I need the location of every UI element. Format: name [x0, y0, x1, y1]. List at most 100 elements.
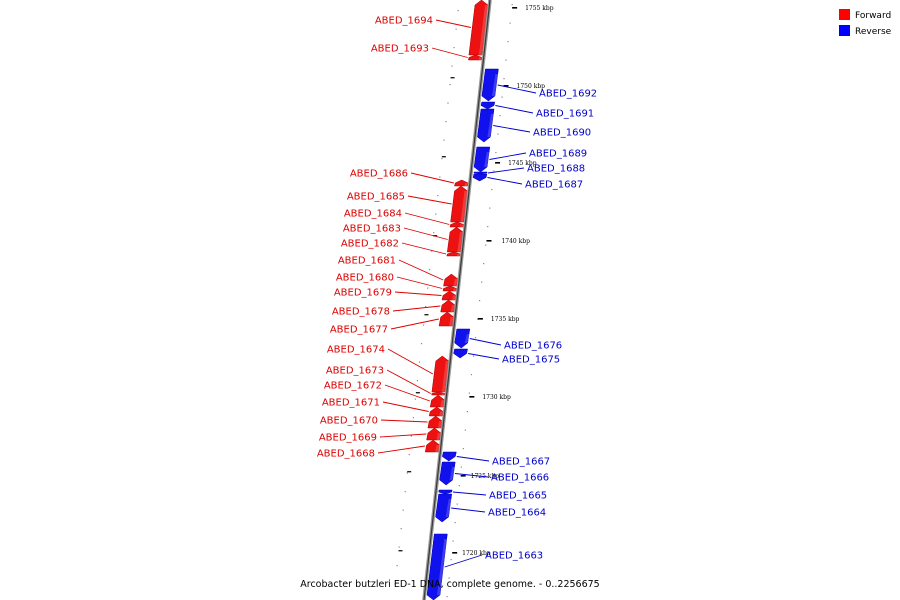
label-leader — [394, 291, 442, 296]
label-leader — [382, 401, 429, 412]
label-leader — [487, 167, 525, 174]
gene-arrow — [480, 101, 496, 110]
gene-arrow-shade — [437, 421, 443, 428]
scale-dot — [404, 491, 406, 493]
scale-dot — [408, 454, 410, 456]
gene-label: ABED_1679 — [334, 288, 392, 299]
gene-arrow-shade — [478, 5, 488, 55]
label-leader — [431, 47, 468, 58]
gene-arrow — [446, 251, 461, 257]
scale-dot — [499, 115, 501, 117]
gene-arrow-shade — [478, 57, 482, 60]
legend-forward-label: Forward — [855, 11, 891, 21]
scale-dot — [487, 226, 489, 228]
tick-mark — [503, 85, 509, 87]
gene-arrow-shade — [460, 191, 468, 222]
gene-label: ABED_1692 — [539, 89, 597, 100]
scale-dot — [433, 232, 435, 234]
gene-arrow-shade — [436, 433, 441, 440]
scale-dash — [433, 235, 438, 237]
scale-dash — [424, 314, 429, 316]
scale-dot — [489, 207, 491, 209]
legend-forward-swatch — [839, 9, 850, 20]
tick-label: 1745 kbp — [508, 160, 537, 167]
gene-label: ABED_1664 — [488, 508, 546, 519]
scale-dot — [439, 176, 441, 178]
scale-dot — [497, 133, 499, 135]
legend: Forward Reverse — [839, 9, 892, 37]
label-leader — [380, 419, 428, 423]
scale-dash — [398, 550, 403, 552]
gene-labels: ABED_1694 ABED_1693 ABED_1692 ABED_1691 ABED… — [317, 16, 597, 562]
tick-label: 1740 kbp — [501, 238, 530, 245]
gene-arrow-shade — [449, 467, 456, 480]
scale-dot — [457, 10, 459, 12]
scale-dot — [422, 324, 425, 326]
scale-dot — [455, 28, 457, 30]
label-leader — [456, 456, 490, 462]
gene-label: ABED_1665 — [489, 491, 547, 502]
label-leader — [435, 19, 472, 28]
label-leader — [392, 305, 441, 312]
scale-dash — [450, 77, 455, 79]
scale-dot — [445, 121, 447, 123]
label-leader — [487, 177, 523, 185]
scale-dot — [406, 472, 408, 474]
scale-dot — [495, 152, 497, 154]
scale-dash — [441, 156, 446, 158]
tick-label: 1720 kbp — [462, 550, 491, 557]
label-leader — [398, 259, 444, 281]
scale-dot — [454, 522, 456, 524]
scale-dot — [412, 417, 414, 419]
label-leader — [451, 507, 486, 513]
scale-dot — [451, 65, 453, 67]
scale-dot — [441, 158, 443, 160]
scale-dot — [509, 22, 511, 24]
tick-mark — [486, 240, 492, 242]
tick-label: 1755 kbp — [525, 5, 554, 12]
gene-label: ABED_1683 — [343, 224, 401, 235]
tick-mark — [460, 475, 466, 477]
scale-dot — [431, 250, 433, 252]
gene-label: ABED_1668 — [317, 449, 375, 460]
gene-label: ABED_1666 — [491, 473, 549, 484]
gene-label: ABED_1676 — [504, 341, 562, 352]
gene-arrow — [468, 54, 483, 61]
scale-dot — [464, 429, 466, 431]
gene-label: ABED_1678 — [332, 307, 390, 318]
scale-dot — [449, 84, 451, 86]
label-leader — [396, 276, 443, 289]
gene-arrow — [424, 439, 440, 453]
gene-arrow-shade — [464, 334, 470, 343]
gene-label: ABED_1669 — [319, 433, 377, 444]
scale-dot — [493, 170, 495, 172]
scale-dot — [429, 269, 431, 271]
label-leader — [444, 554, 483, 568]
gene-arrow-shade — [445, 499, 452, 517]
scale-dot — [425, 306, 427, 308]
gene-arrow-shade — [449, 317, 454, 326]
label-leader — [410, 172, 454, 184]
scale-dot — [435, 213, 437, 215]
scale-dot — [456, 503, 458, 505]
gene-arrow — [439, 461, 456, 486]
scale-dot — [483, 263, 485, 265]
genome-axis — [422, 0, 492, 600]
gene-arrow-shade — [460, 224, 464, 227]
gene-arrow — [481, 68, 499, 102]
gene-label: ABED_1674 — [327, 345, 385, 356]
gene-arrow — [473, 146, 491, 173]
tick-mark — [452, 552, 458, 554]
legend-reverse-swatch — [839, 25, 850, 36]
gene-arrow-shade — [464, 183, 469, 186]
scale-dot — [466, 411, 468, 413]
tick-mark — [495, 162, 501, 164]
gene-label: ABED_1687 — [525, 180, 583, 191]
gene-label: ABED_1677 — [330, 325, 388, 336]
gene-label: ABED_1673 — [326, 366, 384, 377]
label-leader — [379, 433, 427, 438]
scale-dot — [448, 577, 450, 579]
gene-arrow-shade — [441, 393, 445, 395]
label-leaders — [377, 19, 537, 568]
